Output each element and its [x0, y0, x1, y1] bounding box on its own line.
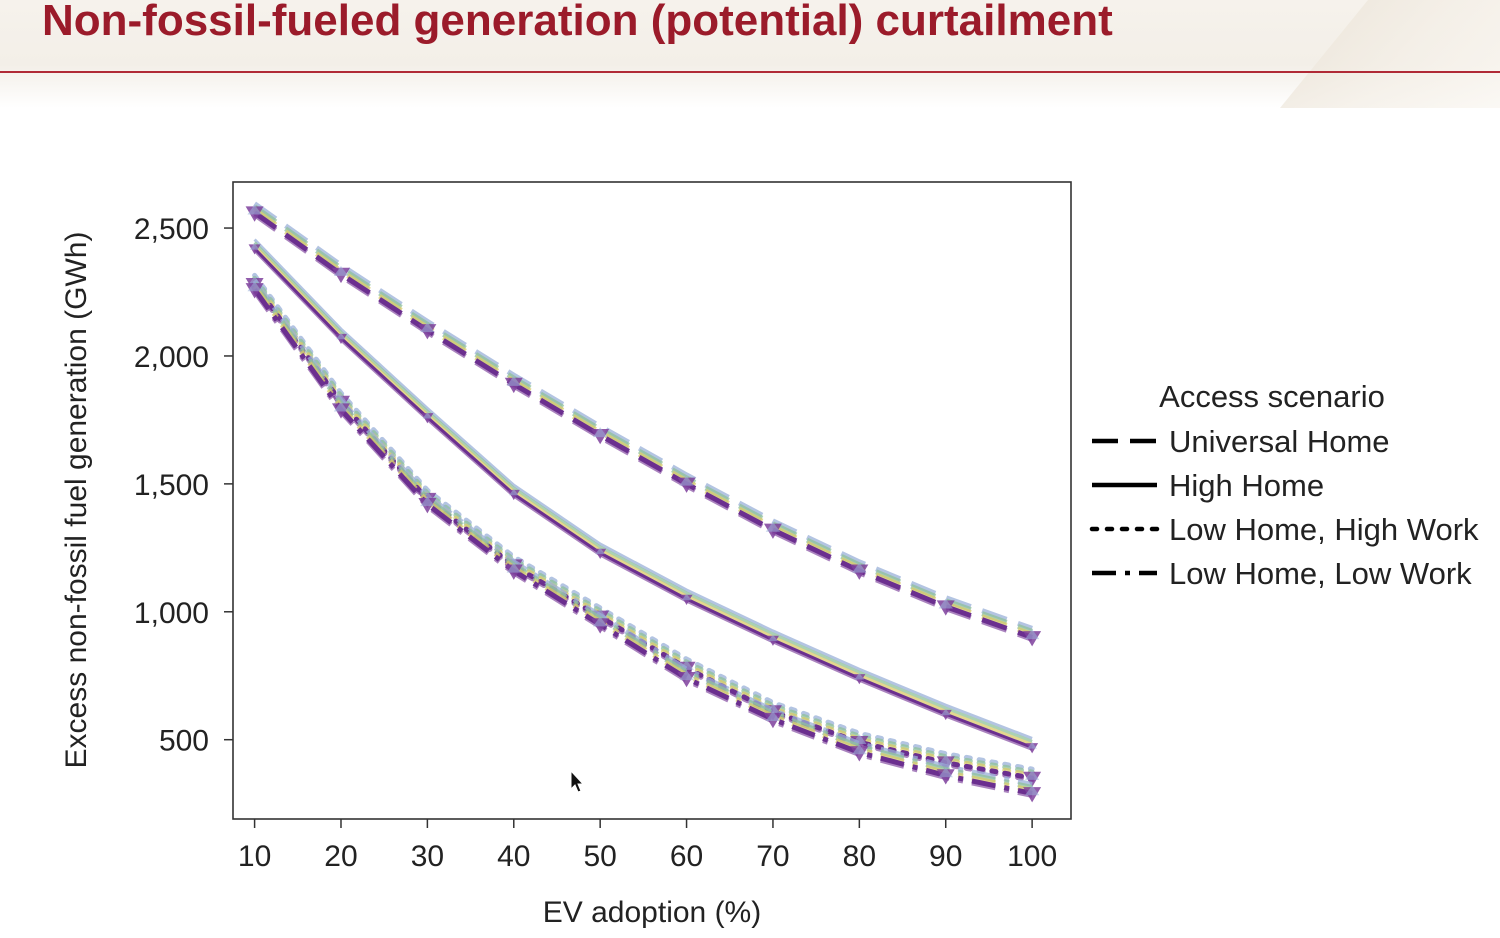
x-tick-label: 60: [670, 840, 703, 873]
data-point-overlay: [679, 475, 694, 486]
slide-title: Non-fossil-fueled generation (potential)…: [42, 0, 1113, 45]
x-tick-label: 50: [583, 840, 616, 873]
x-tick-label: 10: [238, 840, 271, 873]
series-line: [253, 238, 1033, 740]
y-tick-label: 2,500: [134, 213, 209, 246]
series-high-home: [248, 238, 1039, 754]
data-point-overlay: [1027, 741, 1037, 749]
legend: Access scenario Universal Home High Home L…: [1089, 379, 1479, 591]
y-tick-label: 2,000: [134, 341, 209, 374]
x-tick-label: 20: [324, 840, 357, 873]
x-tick-label: 80: [843, 840, 876, 873]
legend-label: Low Home, High Work: [1169, 512, 1479, 547]
series-universal-home: [245, 201, 1042, 647]
data-point-overlay: [938, 767, 953, 778]
series-line: [252, 278, 1033, 787]
series-line: [253, 241, 1033, 743]
x-tick-label: 90: [929, 840, 962, 873]
x-tick-label: 30: [411, 840, 444, 873]
data-point-overlay: [247, 204, 262, 215]
series-line: [253, 204, 1033, 634]
x-tick-label: 100: [1007, 840, 1057, 873]
data-point-overlay: [422, 411, 433, 419]
series-line: [253, 210, 1033, 640]
data-point-overlay: [506, 562, 521, 573]
legend-label: High Home: [1169, 468, 1324, 503]
series-line: [252, 284, 1033, 793]
series-line: [253, 247, 1033, 749]
series-line: [253, 207, 1033, 637]
legend-title: Access scenario: [1159, 379, 1385, 414]
legend-label: Universal Home: [1169, 424, 1390, 459]
data-point-overlay: [765, 521, 781, 532]
series-layer: [245, 201, 1042, 803]
data-point-overlay: [247, 281, 262, 292]
data-point-overlay: [249, 243, 260, 250]
data-point-overlay: [592, 427, 608, 438]
data-point-overlay: [1024, 629, 1040, 640]
x-tick-label: 70: [756, 840, 789, 873]
title-rule: [0, 71, 1500, 73]
data-point-overlay: [336, 332, 346, 340]
series-line: [252, 281, 1033, 790]
data-point-overlay: [938, 598, 953, 609]
y-tick-label: 1,500: [134, 469, 209, 502]
y-tick-label: 500: [159, 725, 209, 758]
data-point-overlay: [506, 376, 521, 386]
data-point-overlay: [681, 593, 692, 601]
data-point-overlay: [333, 401, 349, 412]
data-point-overlay: [765, 711, 781, 722]
series-line: [253, 244, 1033, 746]
x-tick-label: 40: [497, 840, 530, 873]
legend-label: Low Home, Low Work: [1169, 556, 1472, 591]
data-point-overlay: [595, 547, 605, 555]
data-point-overlay: [938, 754, 953, 765]
y-tick-label: 1,000: [134, 597, 209, 630]
data-point-overlay: [940, 708, 951, 716]
mouse-cursor-icon: [570, 769, 585, 793]
data-point-overlay: [420, 496, 435, 507]
data-point-overlay: [854, 672, 865, 680]
plot-frame: [232, 181, 1072, 820]
y-axis: 500 1,000 1,500 2,000 2,500: [134, 213, 233, 758]
data-point-overlay: [679, 670, 694, 681]
data-point-overlay: [1024, 769, 1040, 780]
series-line: [252, 287, 1033, 796]
series-low-home-low-work: [245, 278, 1042, 803]
data-point-overlay: [768, 634, 778, 642]
x-axis: 10 20 30 40 50 60 70 80 90 100: [238, 819, 1057, 873]
data-point-overlay: [1024, 785, 1040, 796]
x-axis-title: EV adoption (%): [543, 896, 761, 929]
header-band: [0, 0, 1500, 108]
data-point-overlay: [852, 744, 867, 755]
data-point-overlay: [592, 616, 608, 627]
data-point-overlay: [420, 322, 435, 333]
series-line: [253, 201, 1033, 631]
data-point-overlay: [333, 265, 349, 276]
data-point-overlay: [508, 488, 519, 496]
y-axis-title: Excess non-fossil fuel generation (GWh): [60, 232, 93, 769]
data-point-overlay: [852, 562, 867, 573]
